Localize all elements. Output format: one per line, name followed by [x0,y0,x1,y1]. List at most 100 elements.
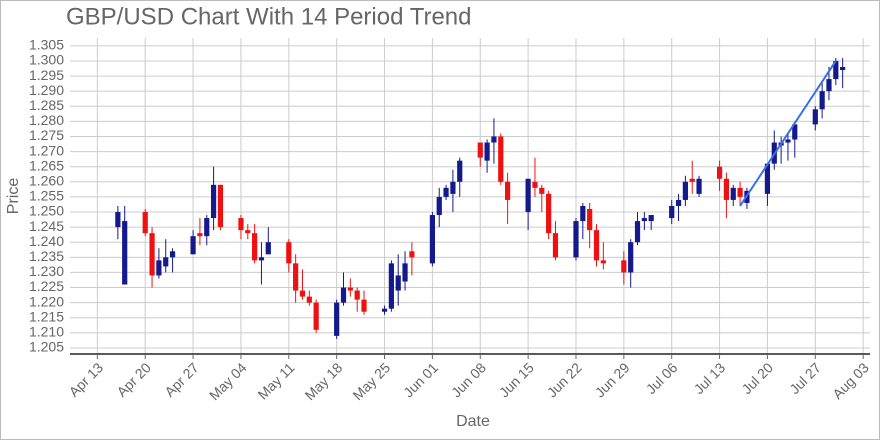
candle-body [737,187,743,197]
candle-body [409,251,415,258]
candle-body [354,290,360,300]
y-tick-label: 1.230 [29,263,64,279]
candle-body [149,233,155,276]
y-axis-label: Price [5,178,22,215]
candle-body [669,205,675,219]
candle-body [552,233,559,258]
y-tick-label: 1.290 [29,82,64,98]
candle-body [621,260,627,273]
candle-body [190,236,196,255]
candle-body [265,242,271,255]
candle-body [648,215,654,222]
y-tick-label: 1.270 [29,142,64,158]
candle-body [600,260,606,264]
candle-body [115,212,121,228]
candle-body [634,221,641,243]
candle-body [539,187,545,194]
chart-title: GBP/USD Chart With 14 Period Trend [66,3,472,30]
y-tick-label: 1.285 [29,97,64,113]
candle-body [840,67,846,71]
candle-body [217,184,224,228]
candle-body [293,263,299,291]
candle-body [436,196,442,216]
candle-body [122,221,128,285]
candle-body [477,142,483,158]
trend-line [739,60,837,207]
candle-body [457,160,463,182]
candle-body [156,260,162,276]
candle-body [491,136,497,143]
candle-body [299,290,306,297]
candle-body [826,79,832,92]
candle-body [347,287,353,291]
y-tick-label: 1.280 [29,112,64,128]
candle-body [450,181,456,194]
candle-body [505,181,511,200]
candle-body [785,139,791,143]
y-tick-label: 1.275 [29,127,64,143]
candle-body [812,109,818,125]
candle-body [286,242,292,264]
candle-body [443,187,449,197]
y-tick-label: 1.225 [29,278,64,294]
candle-body [484,142,490,161]
candle-body [792,124,798,140]
candle-body [245,230,251,234]
candle-body [546,193,552,234]
candle-body [258,257,265,261]
candle-body [641,218,647,222]
y-tick-label: 1.210 [29,324,64,340]
candle-body [210,184,217,219]
candle-body [361,299,367,312]
y-tick-label: 1.215 [29,308,64,324]
grid [70,38,870,354]
y-tick-label: 1.260 [29,173,64,189]
candle-body [306,296,312,303]
y-tick-label: 1.305 [29,37,64,53]
candle-body [197,233,203,237]
candle-body [819,91,825,110]
candle-body [532,181,538,188]
y-tick-label: 1.295 [29,67,64,83]
candle-body [525,178,531,213]
candle-body [764,163,771,194]
y-tick-label: 1.245 [29,218,64,234]
marks [115,57,846,339]
y-tick-label: 1.240 [29,233,64,249]
candle-body [163,257,169,267]
candle-body [573,221,579,258]
candle-body [334,302,340,336]
candle-body [340,287,347,303]
candle-body [723,178,730,200]
candle-body [388,263,394,309]
candle-body [313,302,319,330]
x-axis-label: Date [456,413,490,430]
candle-body [395,275,401,291]
candle-body [593,230,600,261]
y-tick-label: 1.250 [29,203,64,219]
candle-body [682,181,688,200]
y-tick-label: 1.265 [29,157,64,173]
candle-body [587,208,593,231]
candle-body [402,263,408,282]
candle-body [381,308,388,312]
candle-body [169,251,176,258]
candle-body [498,136,504,182]
y-tick-label: 1.220 [29,293,64,309]
candle-body [730,187,736,200]
y-tick-label: 1.235 [29,248,64,264]
y-tick-label: 1.300 [29,52,64,68]
y-tick-label: 1.205 [29,339,64,355]
candle-body [833,60,839,80]
candle-body [675,199,682,206]
candle-body [716,166,723,179]
candle-body [580,205,586,222]
candle-body [252,233,258,261]
candle-body [204,218,210,237]
candle-body [628,242,634,273]
y-tick-label: 1.255 [29,188,64,204]
candle-body [689,178,695,182]
candle-body [696,178,702,194]
candle-body [238,218,244,231]
